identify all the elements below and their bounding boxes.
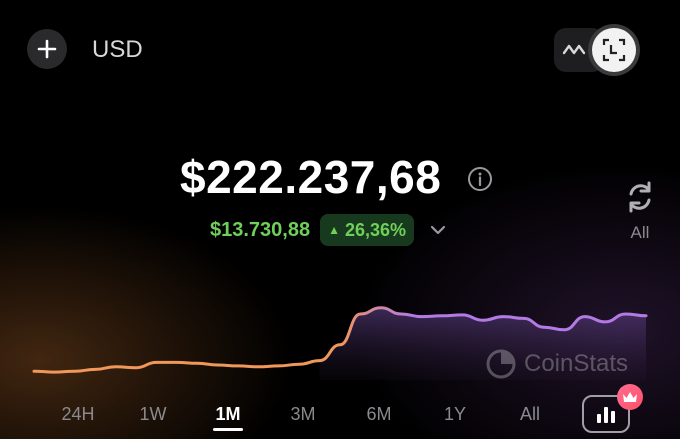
premium-badge: [617, 384, 643, 410]
range-all[interactable]: All: [519, 404, 541, 424]
wave-icon: [562, 44, 586, 55]
watermark-text: CoinStats: [524, 350, 629, 377]
range-3m[interactable]: 3M: [290, 404, 316, 424]
time-range-selector: 24H 1W 1M 3M 6M 1Y All: [0, 398, 680, 438]
coinstats-watermark: CoinStats: [486, 346, 628, 382]
scan-icon: [602, 38, 626, 62]
plus-icon: [37, 39, 57, 59]
coinstats-logo-icon: [486, 349, 516, 379]
refresh-label: All: [630, 223, 650, 242]
scan-button[interactable]: [588, 24, 640, 76]
info-icon[interactable]: [467, 166, 493, 192]
change-percent: 26,36%: [345, 219, 407, 240]
chart-type-button[interactable]: [582, 395, 630, 433]
range-6m[interactable]: 6M: [366, 404, 392, 424]
arrow-up-icon: ▲: [328, 223, 340, 237]
refresh-button[interactable]: All: [620, 180, 660, 246]
active-range-underline: [213, 428, 243, 431]
currency-selector[interactable]: USD: [92, 36, 143, 63]
crown-icon: [623, 392, 637, 402]
range-24h[interactable]: 24H: [61, 404, 95, 424]
add-button[interactable]: [27, 29, 67, 69]
chevron-down-icon[interactable]: [428, 220, 448, 240]
refresh-icon: [629, 181, 651, 213]
chart-area: [319, 307, 646, 380]
change-percent-badge: ▲ 26,36%: [320, 214, 415, 246]
range-1m[interactable]: 1M: [215, 404, 241, 424]
portfolio-chart[interactable]: [0, 280, 680, 390]
range-1y[interactable]: 1Y: [443, 404, 467, 424]
bar-chart-icon: [597, 407, 615, 423]
scan-inner: [592, 28, 636, 72]
chart-line: [32, 306, 648, 374]
top-right-actions: [542, 24, 650, 76]
portfolio-balance: $222.237,68: [180, 151, 442, 203]
change-amount: $13.730,88: [210, 218, 311, 241]
change-row[interactable]: $13.730,88 ▲ 26,36%: [210, 213, 448, 247]
range-1w[interactable]: 1W: [139, 404, 167, 424]
